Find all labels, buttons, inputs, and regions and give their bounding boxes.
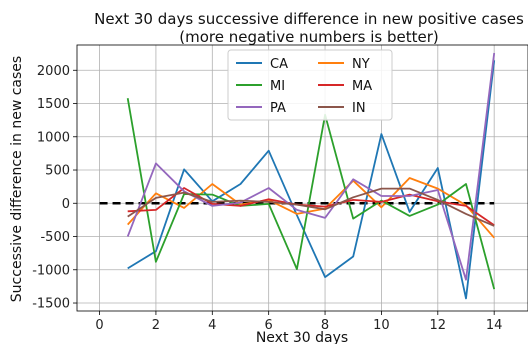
x-ticks: 0 2 4 6 8 10 12 14 [95,311,502,333]
legend-label-ma: MA [352,79,372,94]
legend-label-ny: NY [352,57,370,72]
series-line-ma [127,187,495,226]
legend-label-in: IN [352,101,366,116]
y-ticks: -1500 -1000 -500 0 500 1000 1500 2000 [32,64,77,312]
x-tick-label: 14 [486,318,503,333]
chart-title: Next 30 days successive difference in ne… [94,10,524,28]
x-axis-label: Next 30 days [256,330,348,344]
y-tick-label: 1500 [37,97,70,112]
y-axis-label: Successive difference in new cases [9,56,25,302]
y-tick-label: 1000 [37,130,70,145]
series-line-in [127,187,495,227]
series-line-ca [127,60,496,300]
y-tick-label: 0 [62,197,70,212]
series-layer [126,52,496,300]
y-tick-label: -1000 [32,263,70,278]
legend-label-pa: PA [270,101,286,116]
y-tick-label: 2000 [37,64,70,79]
legend-box [227,49,393,121]
x-tick-label: 6 [265,318,273,333]
legend: CA NY MI MA PA IN [227,49,393,121]
legend-label-ca: CA [270,57,288,72]
x-tick-label: 2 [152,318,160,333]
y-tick-label: -1500 [32,297,70,312]
chart-subtitle: (more negative numbers is better) [179,28,438,46]
plot-frame [76,44,528,312]
x-tick-label: 4 [208,318,216,333]
series-line-ny [127,177,495,239]
x-tick-label: 12 [430,318,447,333]
x-tick-label: 0 [95,318,103,333]
legend-label-mi: MI [270,79,285,94]
y-tick-label: 500 [45,164,70,179]
x-tick-label: 10 [373,318,390,333]
x-tick-label: 8 [321,318,329,333]
y-tick-label: -500 [40,230,70,245]
